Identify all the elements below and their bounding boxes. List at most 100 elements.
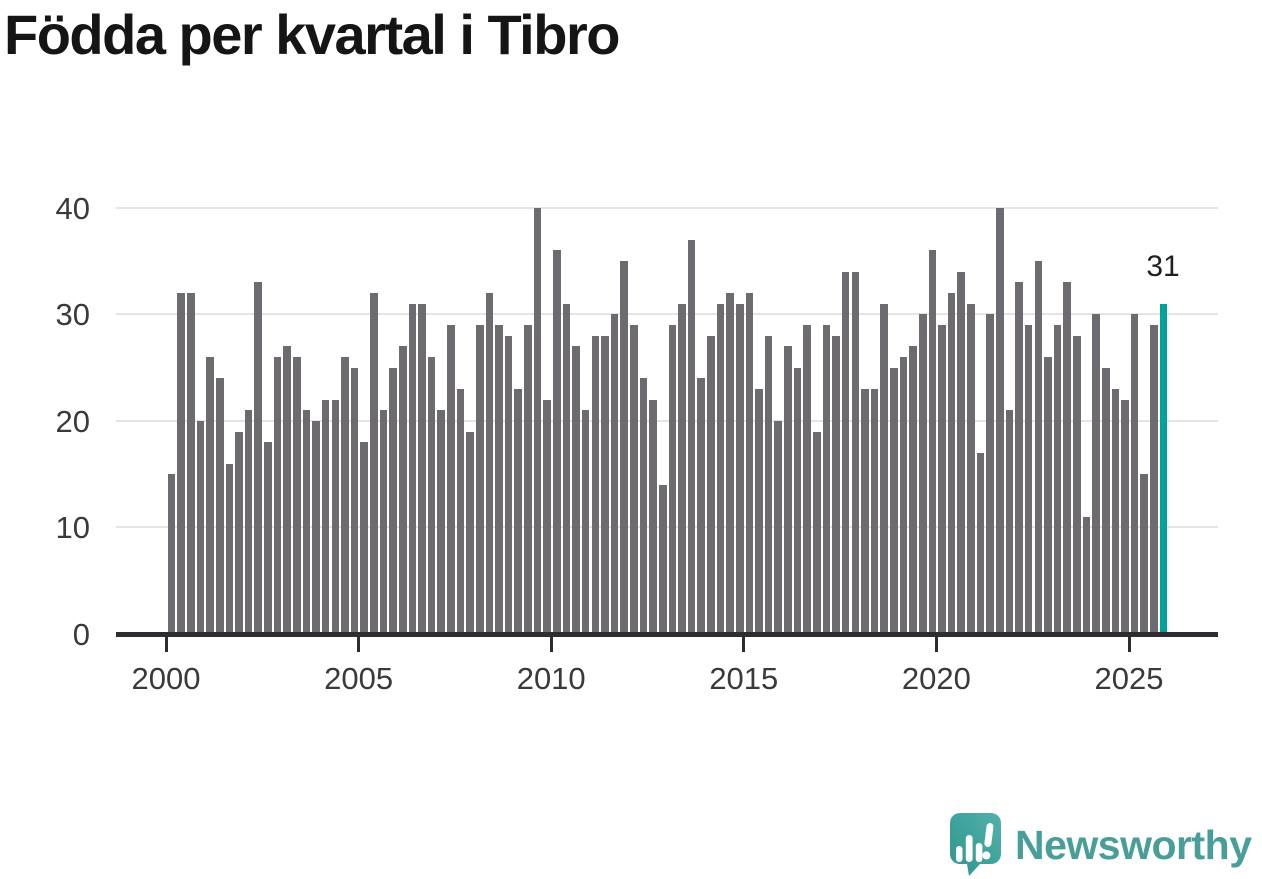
bar-2025q2 [1140,474,1149,634]
bar-2018q1 [861,388,869,634]
x-axis-label-2015: 2015 [709,661,779,696]
x-axis-tick-2020 [934,637,938,652]
bar-2019q3 [918,314,927,634]
bar-2002q4 [273,356,282,634]
newsworthy-wordmark: Newsworthy [1015,822,1252,868]
bar-2022q2 [1024,325,1033,634]
bar-2022q3 [1034,261,1043,634]
gridline-y-40 [116,206,1218,209]
x-axis-tick-2010 [549,637,553,652]
bar-2014q2 [716,303,725,634]
bar-2008q1 [475,325,484,634]
x-axis-tick-2025 [1127,637,1131,652]
x-axis-label-2020: 2020 [901,661,971,696]
y-axis-label-20: 20 [55,403,90,439]
bar-2013q4 [697,378,706,634]
bar-2000q4 [196,420,205,634]
bar-2007q3 [456,388,465,634]
bar-2008q4 [504,335,513,634]
bar-2013q3 [687,239,696,634]
bar-2005q4 [389,367,397,634]
bar-2009q3 [533,207,542,634]
bar-2004q2 [331,399,340,634]
bar-2009q4 [543,399,551,634]
bar-2007q1 [437,410,446,634]
bar-2003q3 [302,410,311,634]
bar-2019q1 [899,356,908,634]
bar-2020q1 [938,325,946,634]
highlight-value-label: 31 [1146,250,1180,283]
bar-2007q4 [466,431,474,634]
y-axis-label-10: 10 [55,510,90,546]
bar-2000q2 [177,293,186,634]
bar-2017q3 [841,271,850,634]
bar-2002q1 [244,410,253,634]
logo-exclamation-mark [982,823,994,860]
bar-2025q1 [1130,314,1139,634]
bar-2015q1 [745,293,754,634]
bar-2014q1 [707,335,715,634]
bar-2012q4 [658,484,667,634]
bar-2006q1 [398,346,407,634]
bar-2021q1 [976,452,985,634]
bar-2013q2 [678,303,686,634]
x-axis-label-2025: 2025 [1094,661,1164,696]
bar-2020q4 [967,303,975,634]
newsworthy-logo: Newsworthy [947,810,1252,879]
gridline-y-30 [116,313,1218,316]
bar-2016q4 [813,431,821,634]
bar-2023q1 [1053,325,1062,634]
bar-2018q4 [890,367,898,634]
bar-2020q2 [947,293,956,634]
bar-2009q1 [514,388,523,634]
logo-bar-small [956,846,963,862]
bar-2010q4 [581,410,590,634]
bar-2016q2 [793,367,802,634]
chart-title: Födda per kvartal i Tibro [4,3,620,66]
x-axis-tick-2005 [357,637,361,652]
bar-2008q3 [495,325,503,634]
bar-2022q1 [1015,282,1023,634]
bar-2006q2 [408,303,417,634]
bar-2004q1 [321,399,330,634]
x-axis-line [116,632,1218,637]
bar-2023q4 [1082,516,1091,634]
bar-2020q3 [957,271,966,634]
x-axis-tick-2000 [164,637,168,652]
logo-bar-medium [975,843,983,862]
bar-2008q2 [485,293,494,634]
bar-2001q1 [206,356,214,634]
bar-2015q3 [764,335,773,634]
bar-2012q2 [639,378,648,634]
bar-2010q2 [562,303,571,634]
bar-2002q3 [264,442,272,634]
bar-2019q2 [909,346,917,634]
x-axis-label-2000: 2000 [131,661,201,696]
bar-2019q4 [928,250,937,634]
bar-2001q4 [235,431,243,634]
bar-2000q1 [167,474,176,634]
bar-2016q3 [803,325,811,634]
bar-2003q2 [292,356,301,634]
bar-2011q4 [620,261,628,634]
bar-2017q1 [822,325,831,634]
bar-2024q4 [1121,399,1129,634]
bar-2001q2 [215,378,224,634]
bar-2010q3 [572,346,580,634]
bar-2015q4 [774,420,783,634]
bar-2000q3 [187,293,195,634]
bar-2005q1 [360,442,368,634]
bar-2014q3 [726,293,734,634]
bar-2005q3 [379,410,388,634]
bar-2018q3 [880,303,888,634]
bar-2021q4 [1005,410,1014,634]
bar-2023q2 [1063,282,1071,634]
bar-2017q4 [851,271,860,634]
bar-2021q2 [986,314,994,634]
bar-2004q4 [350,367,359,634]
bar-2023q3 [1073,335,1081,634]
newsworthy-speech-bubble-icon [950,813,1001,876]
bar-2003q4 [312,420,320,634]
bar-2015q2 [755,388,763,634]
bar-2025q4 [1159,303,1168,634]
